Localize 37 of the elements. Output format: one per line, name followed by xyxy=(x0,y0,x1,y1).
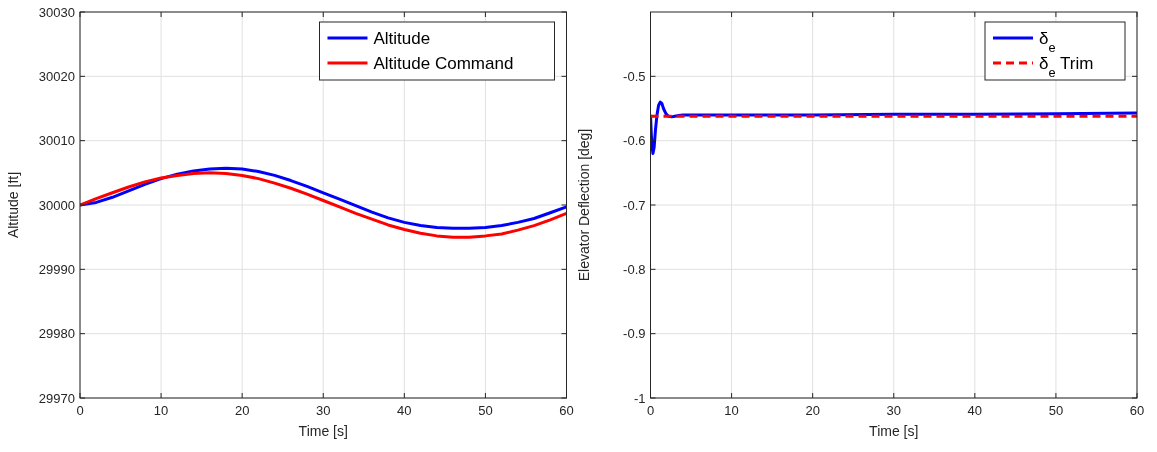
legend-label: Altitude xyxy=(373,28,431,48)
y-tick-label: -0.5 xyxy=(623,68,646,84)
y-tick-label: 29990 xyxy=(38,261,75,277)
legend-label: δ$_{e}$ xyxy=(1039,28,1056,55)
legend-label: Altitude Command xyxy=(373,53,514,73)
x-tick-label: 60 xyxy=(1129,403,1145,418)
x-tick-label: 10 xyxy=(153,403,169,418)
x-tick-label: 30 xyxy=(316,403,331,418)
y-axis-title: Elevator Deflection [deg] xyxy=(575,128,592,282)
x-tick-label: 0 xyxy=(646,403,655,418)
x-tick-label: 20 xyxy=(805,403,820,418)
x-axis-title: Time [s] xyxy=(298,423,348,439)
y-tick-label: -1 xyxy=(633,390,646,406)
y-tick-label: -0.7 xyxy=(623,197,646,213)
line-series xyxy=(650,100,1137,156)
x-axis-title: Time [s] xyxy=(869,423,919,439)
y-tick-label: 30020 xyxy=(38,68,75,84)
x-tick-label: 30 xyxy=(886,403,901,418)
x-tick-label: 0 xyxy=(76,403,84,418)
x-tick-label: 40 xyxy=(967,403,983,418)
legend-label: δ$_{e}$ Trim xyxy=(1039,53,1094,80)
y-tick-label: 30010 xyxy=(38,133,75,149)
line-series xyxy=(80,171,567,239)
y-tick-label: -0.9 xyxy=(623,326,646,342)
x-tick-label: 50 xyxy=(478,403,493,418)
y-tick-label: -0.6 xyxy=(623,133,646,149)
y-tick-label: -0.8 xyxy=(623,261,646,277)
x-tick-label: 50 xyxy=(1048,403,1064,418)
y-tick-label: 30000 xyxy=(38,197,75,213)
x-tick-label: 20 xyxy=(234,403,250,418)
y-tick-label: 29980 xyxy=(38,326,75,342)
x-tick-label: 10 xyxy=(724,403,739,418)
y-tick-label: 29970 xyxy=(38,390,75,406)
y-tick-label: 30030 xyxy=(38,4,75,20)
x-tick-label: 40 xyxy=(397,403,412,418)
y-axis-title: Altitude [ft] xyxy=(5,171,21,239)
x-tick-label: 60 xyxy=(559,403,574,418)
